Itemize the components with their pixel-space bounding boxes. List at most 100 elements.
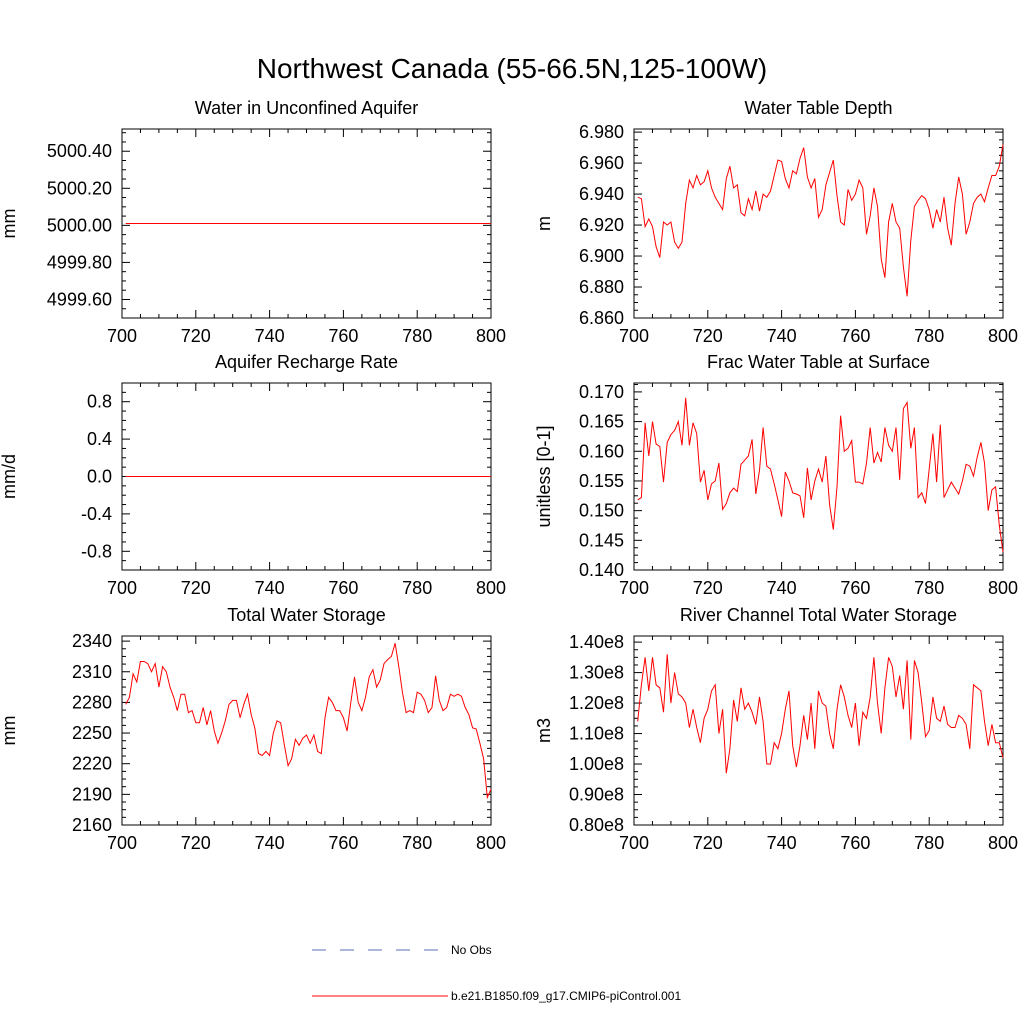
x-tick-label: 800 (476, 833, 506, 853)
model-series-line (637, 397, 1004, 553)
x-tick-label: 700 (619, 326, 649, 346)
y-tick-label: 1.10e8 (569, 724, 624, 744)
x-tick-label: 720 (693, 578, 723, 598)
x-tick-label: 740 (767, 833, 797, 853)
y-axis-label: mm/d (0, 454, 19, 499)
y-tick-label: 2190 (72, 784, 112, 804)
x-tick-label: 700 (619, 578, 649, 598)
x-tick-label: 800 (476, 326, 506, 346)
x-tick-label: 720 (181, 326, 211, 346)
y-tick-label: 0.150 (579, 501, 624, 521)
y-tick-label: 4999.80 (47, 252, 112, 272)
y-tick-label: 6.920 (579, 215, 624, 235)
x-tick-label: 800 (988, 326, 1018, 346)
x-tick-label: 740 (255, 326, 285, 346)
x-tick-label: 700 (107, 578, 137, 598)
panel-title: Frac Water Table at Surface (707, 352, 930, 372)
panel-title: Water Table Depth (744, 98, 892, 118)
y-axis-label: mm (0, 209, 19, 239)
y-axis-label: unitless [0-1] (534, 425, 554, 527)
x-tick-label: 700 (619, 833, 649, 853)
y-tick-label: 0.4 (87, 429, 112, 449)
model-series-line (637, 144, 1004, 297)
panel-title: Total Water Storage (227, 605, 385, 625)
panel-1: Water in Unconfined Aquifer mm 700 720 740 76… (0, 98, 506, 346)
y-tick-label: 5000.40 (47, 141, 112, 161)
x-tick-label: 760 (328, 326, 358, 346)
x-tick-label: 800 (988, 578, 1018, 598)
model-series-line (125, 643, 492, 800)
y-tick-label: 2220 (72, 754, 112, 774)
x-tick-label: 720 (181, 578, 211, 598)
y-tick-label: 1.30e8 (569, 663, 624, 683)
y-tick-label: 0.170 (579, 382, 624, 402)
x-tick-label: 700 (107, 326, 137, 346)
x-tick-label: 800 (988, 833, 1018, 853)
x-tick-label: 720 (181, 833, 211, 853)
panel-4: Frac Water Table at Surface unitless [0-1… (534, 352, 1018, 598)
panel-title: Water in Unconfined Aquifer (195, 98, 418, 118)
y-tick-label: 2250 (72, 723, 112, 743)
y-tick-label: 1.00e8 (569, 754, 624, 774)
x-tick-label: 780 (914, 833, 944, 853)
x-tick-label: 780 (402, 833, 432, 853)
y-tick-label: -0.4 (81, 504, 112, 524)
x-tick-label: 800 (476, 578, 506, 598)
y-tick-label: 6.860 (579, 308, 624, 328)
y-axis-label: m3 (534, 718, 554, 743)
legend-model-label: b.e21.B1850.f09_g17.CMIP6-piControl.001 (451, 989, 681, 1003)
panel-6: River Channel Total Water Storage m3 700 72… (534, 605, 1018, 853)
x-tick-label: 740 (255, 833, 285, 853)
y-tick-label: 1.20e8 (569, 693, 624, 713)
y-tick-label: 6.980 (579, 122, 624, 142)
model-series-line (637, 654, 1004, 774)
legend: No Obs b.e21.B1850.f09_g17.CMIP6-piContr… (312, 943, 681, 1003)
y-tick-label: 0.8 (87, 392, 112, 412)
plot-frame (121, 635, 492, 826)
panel-5: Total Water Storage mm 700 720 740 760 780 800 2… (0, 605, 506, 853)
y-tick-label: 2160 (72, 815, 112, 835)
x-tick-label: 720 (693, 833, 723, 853)
y-tick-label: 0.155 (579, 471, 624, 491)
x-tick-label: 760 (840, 578, 870, 598)
x-tick-label: 700 (107, 833, 137, 853)
panel-2: Water Table Depth m 700 720 740 760 780 800 6.86… (534, 98, 1018, 346)
y-tick-label: 0.145 (579, 530, 624, 550)
y-tick-label: 5000.20 (47, 178, 112, 198)
y-tick-label: 0.165 (579, 412, 624, 432)
y-axis-label: mm (0, 716, 19, 746)
y-tick-label: 0.80e8 (569, 815, 624, 835)
y-tick-label: 6.940 (579, 184, 624, 204)
panels: Water in Unconfined Aquifer mm 700 720 740 76… (0, 98, 1018, 853)
x-tick-label: 780 (914, 326, 944, 346)
y-tick-label: 4999.60 (47, 289, 112, 309)
plot-frame (633, 635, 1004, 826)
x-tick-label: 760 (840, 833, 870, 853)
y-tick-label: 0.0 (87, 467, 112, 487)
y-tick-label: 6.880 (579, 277, 624, 297)
y-tick-label: 6.960 (579, 153, 624, 173)
y-tick-label: 0.140 (579, 560, 624, 580)
panel-title: River Channel Total Water Storage (680, 605, 957, 625)
y-axis-label: m (534, 216, 554, 231)
x-tick-label: 760 (328, 578, 358, 598)
y-tick-label: 2310 (72, 662, 112, 682)
x-tick-label: 740 (767, 326, 797, 346)
y-tick-label: 0.160 (579, 441, 624, 461)
y-tick-label: 0.90e8 (569, 785, 624, 805)
x-tick-label: 780 (402, 326, 432, 346)
x-tick-label: 780 (402, 578, 432, 598)
y-tick-label: 2280 (72, 692, 112, 712)
plot-frame (633, 382, 1004, 571)
x-tick-label: 740 (255, 578, 285, 598)
x-tick-label: 780 (914, 578, 944, 598)
x-tick-label: 720 (693, 326, 723, 346)
panel-title: Aquifer Recharge Rate (215, 352, 398, 372)
x-tick-label: 760 (328, 833, 358, 853)
y-tick-label: 5000.00 (47, 215, 112, 235)
x-tick-label: 740 (767, 578, 797, 598)
legend-obs-label: No Obs (451, 943, 492, 957)
y-tick-label: 6.900 (579, 246, 624, 266)
x-tick-label: 760 (840, 326, 870, 346)
